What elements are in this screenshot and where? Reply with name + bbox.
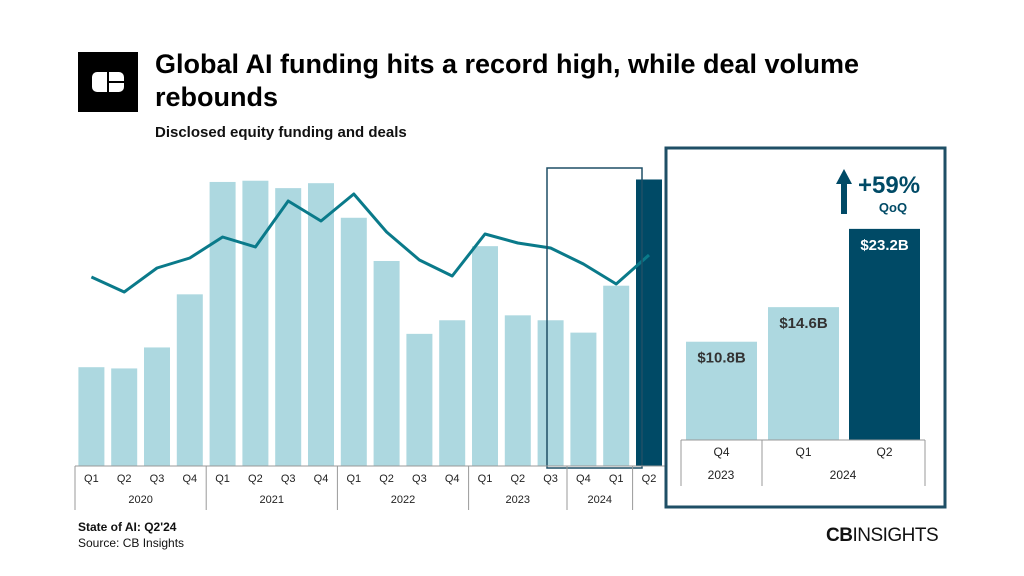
cb-logo (78, 52, 138, 112)
source-label: Source: CB Insights (78, 536, 185, 550)
funding-bar (849, 228, 920, 440)
x-tick-label: Q4 (182, 473, 197, 485)
bar-value-label: $23.2B (860, 237, 909, 254)
x-tick-label: Q4 (713, 445, 729, 459)
x-tick-label: Q2 (248, 473, 263, 485)
x-tick-label: Q1 (609, 473, 624, 485)
funding-bar (570, 332, 597, 466)
brand-cb: CB (826, 525, 853, 546)
funding-bar (472, 246, 498, 466)
highlight-panel (664, 146, 947, 509)
funding-bar (144, 347, 170, 466)
x-tick-label: Q1 (795, 445, 811, 459)
funding-bar (406, 333, 433, 466)
funding-bar (209, 181, 236, 466)
funding-bar (78, 367, 105, 466)
bar-value-label: $14.6B (779, 315, 828, 332)
funding-bar (373, 260, 400, 466)
funding-bar (768, 307, 839, 440)
year-label: 2024 (830, 468, 857, 482)
x-tick-label: Q1 (215, 473, 230, 485)
funding-bar (686, 341, 757, 440)
year-label: 2021 (260, 494, 284, 506)
x-tick-label: Q3 (412, 473, 427, 485)
year-label: 2020 (128, 494, 152, 506)
x-tick-label: Q3 (543, 473, 558, 485)
x-tick-label: Q1 (478, 473, 493, 485)
funding-bar (176, 294, 203, 466)
year-label: 2023 (506, 494, 530, 506)
cb-insights-logo: CBINSIGHTS (826, 525, 939, 547)
x-tick-label: Q2 (379, 473, 394, 485)
funding-bar (275, 188, 302, 466)
x-tick-label: Q2 (117, 473, 132, 485)
change-period: QoQ (879, 200, 907, 215)
funding-bar (340, 217, 367, 466)
x-tick-label: Q2 (876, 445, 892, 459)
funding-bar (308, 183, 334, 466)
year-label: 2022 (391, 494, 415, 506)
x-tick-label: Q2 (510, 473, 525, 485)
x-tick-label: Q3 (281, 473, 296, 485)
page-title: Global AI funding hits a record high, wh… (155, 49, 860, 112)
funding-bar (636, 179, 662, 467)
x-tick-label: Q2 (642, 473, 657, 485)
funding-bar (242, 180, 269, 466)
funding-bar (603, 285, 630, 466)
x-tick-label: Q4 (314, 473, 329, 485)
x-tick-label: Q1 (84, 473, 99, 485)
x-tick-label: Q1 (346, 473, 361, 485)
highlight-box (546, 167, 643, 469)
brand-insights: INSIGHTS (852, 525, 939, 546)
x-tick-label: Q4 (576, 473, 591, 485)
funding-bar (504, 315, 531, 466)
bar-value-label: $10.8B (697, 350, 746, 367)
change-percent: +59% (858, 172, 920, 199)
year-label: 2024 (588, 494, 612, 506)
x-tick-label: Q3 (150, 473, 165, 485)
funding-bar (537, 320, 564, 466)
year-label: 2023 (708, 468, 735, 482)
chart-subtitle: Disclosed equity funding and deals (155, 124, 407, 141)
funding-bar (111, 368, 138, 466)
report-label: State of AI: Q2'24 (78, 520, 177, 534)
deals-line (90, 192, 650, 294)
arrow-up-icon (836, 169, 852, 214)
x-tick-label: Q4 (445, 473, 460, 485)
funding-bar (439, 320, 466, 466)
